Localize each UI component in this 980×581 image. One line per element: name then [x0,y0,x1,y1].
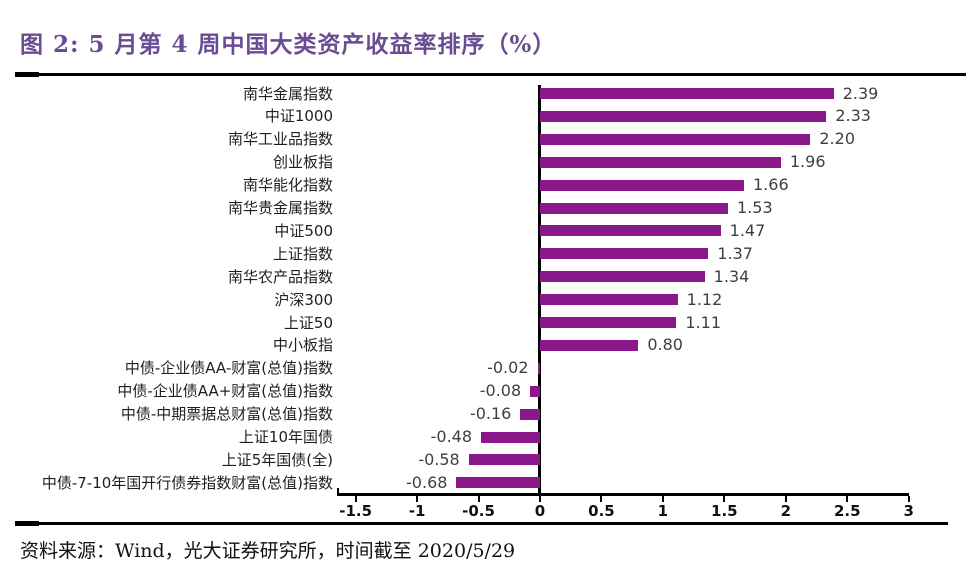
category-label: 上证5年国债(全) [221,450,333,469]
x-axis-tick [539,496,541,502]
value-label: 2.39 [842,83,879,103]
value-label: 1.37 [717,243,753,263]
figure-title: 图 2: 5 月第 4 周中国大类资产收益率排序（%） [20,31,557,58]
value-label: 2.33 [835,106,871,126]
data-bar [540,339,639,351]
data-bar [530,385,540,397]
x-axis-tick [600,496,603,502]
category-label: 中证500 [274,221,333,240]
value-label: 1.53 [737,198,773,217]
x-axis-start-tick [337,488,339,496]
category-label: 中小板指 [272,336,333,355]
x-axis-tick-label: -0.5 [462,502,495,520]
data-bar [540,248,709,260]
x-axis-tick [846,496,849,502]
data-bar [540,133,811,145]
category-label: 南华能化指数 [242,176,333,195]
x-axis-tick-label: 0 [534,502,546,520]
data-bar [537,362,540,374]
value-label: -0.16 [469,404,512,424]
value-label: -0.08 [479,381,522,401]
data-bar [481,431,540,443]
value-label: 1.34 [713,266,750,286]
category-label: 中债-企业债AA+财富(总值)指数 [117,382,333,401]
x-axis-tick [907,496,910,502]
value-label: 1.12 [686,289,723,309]
category-label: 创业板指 [272,153,333,172]
x-axis-tick-label: 3 [903,502,914,520]
zero-axis-line [538,85,541,496]
value-label: -0.48 [430,427,473,446]
data-bar [540,202,729,214]
x-axis-tick [723,496,726,502]
x-axis-tick [354,496,357,502]
value-label: -0.68 [406,472,448,492]
category-label: 沪深300 [274,290,333,309]
x-axis-tick-label: -1.5 [339,502,373,520]
x-axis-tick [477,496,480,502]
category-label: 南华农产品指数 [227,267,333,286]
bottom-rule [15,522,948,525]
value-label: 1.66 [753,175,789,195]
data-bar [540,225,721,237]
category-label: 上证指数 [272,244,333,263]
data-bar [540,156,781,168]
x-axis-tick-label: 1.5 [711,502,738,520]
value-label: 2.20 [819,129,855,149]
x-axis-tick-label: 1 [657,502,669,520]
source-note: 资料来源：Wind，光大证券研究所，时间截至 2020/5/29 [20,540,516,562]
value-label: 0.80 [647,335,683,355]
category-label: 中债-中期票据总财富(总值)指数 [120,405,333,424]
data-bar [540,179,744,191]
x-axis-tick-label: -1 [408,502,426,520]
data-bar [540,110,827,122]
value-label: -0.02 [487,358,529,378]
top-rule-accent [15,72,39,77]
data-bar [468,454,540,466]
category-label: 上证50 [283,313,333,332]
x-axis-tick [661,496,664,502]
value-label: -0.58 [418,449,460,469]
data-bar [540,317,677,328]
value-label: 1.96 [789,152,826,172]
data-bar [540,88,834,99]
category-label: 南华工业品指数 [227,130,333,149]
x-axis-tick [784,496,787,502]
x-axis-tick-label: 2.5 [833,502,861,520]
category-label: 上证10年国债 [238,428,333,446]
category-label: 中债-企业债AA-财富(总值)指数 [124,359,333,378]
category-label: 中证1000 [264,107,333,126]
value-label: 1.47 [729,220,766,240]
x-axis-tick-label: 2 [780,502,792,520]
top-rule [15,73,966,76]
data-bar [456,477,540,489]
bottom-rule-accent [15,521,39,526]
category-label: 南华金属指数 [242,84,333,103]
category-label: 南华贵金属指数 [227,199,333,217]
x-axis-tick [416,496,419,502]
value-label: 1.11 [685,312,722,332]
data-bar [540,271,705,283]
data-bar [540,294,678,306]
category-label: 中债-7-10年国开行债券指数财富(总值)指数 [41,473,333,492]
data-bar [520,408,540,420]
x-axis-tick-label: 0.5 [588,502,615,520]
x-axis-line [337,493,909,496]
